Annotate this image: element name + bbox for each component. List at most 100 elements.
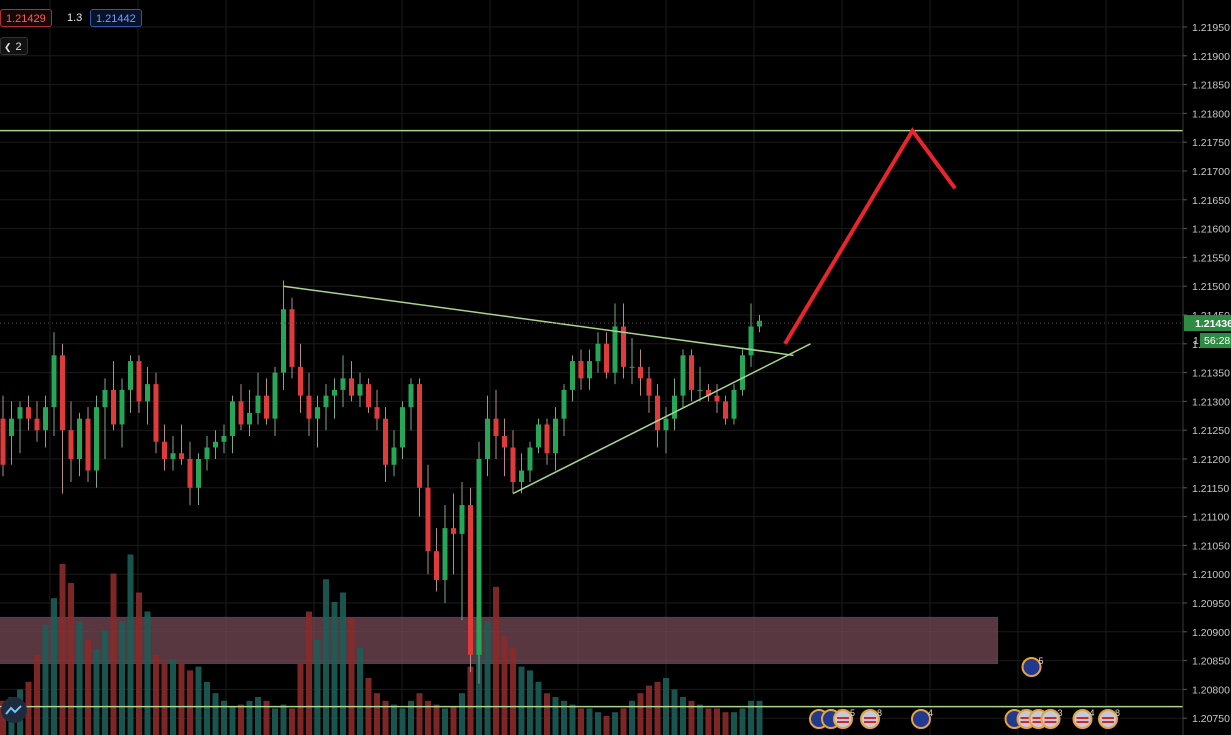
economic-events[interactable]: 675845413485 [809, 656, 1120, 729]
axis-tick-label: 1.21550 [1192, 252, 1230, 264]
volume-bar [688, 700, 695, 735]
candle-body [706, 389, 711, 396]
candle-body [340, 378, 346, 390]
event-circle [911, 709, 931, 729]
axis-tick-label: 1.21700 [1192, 166, 1230, 178]
candle-body [476, 459, 482, 655]
candle-body [17, 407, 23, 419]
volume-bar [68, 583, 74, 735]
candle-body [425, 487, 431, 552]
volume-bar [561, 700, 567, 735]
ask-price[interactable]: 1.21442 [90, 9, 142, 27]
countdown-tag [1200, 333, 1231, 349]
partial-price-label: 1 [1193, 335, 1199, 347]
volume-bar [476, 640, 482, 735]
volume-bar [510, 647, 516, 735]
volume-bar [416, 693, 423, 735]
candle-body [493, 418, 499, 436]
flag-stripe [837, 717, 849, 719]
candle-body [43, 407, 48, 431]
candle-body [638, 366, 643, 379]
candle-body [170, 453, 176, 459]
candle-body [179, 453, 184, 459]
volume-bar [391, 704, 397, 735]
indicator-count: 2 [15, 41, 22, 53]
axis-tick-label: 1.20900 [1192, 627, 1230, 639]
price-axis[interactable]: 1.20750 1.20800 1.20850 1.20900 1.20950 1.210… [1182, 0, 1231, 735]
tradingview-logo-icon[interactable] [1, 697, 27, 723]
volume-bar [289, 708, 295, 735]
volume-bar [144, 611, 151, 735]
candle-body [136, 361, 142, 402]
candle-body [383, 418, 388, 465]
bid-price[interactable]: 1.21429 [0, 9, 52, 27]
candle-body [230, 401, 235, 436]
candle-body [502, 435, 507, 448]
forecast-path[interactable] [783, 127, 957, 345]
volume-bar [136, 592, 142, 735]
candle-body [408, 384, 414, 408]
volume-bar [705, 708, 712, 735]
volume-bar [629, 700, 635, 735]
volume-bar [433, 704, 440, 735]
axis-tick-label: 1.20750 [1192, 713, 1230, 725]
volume-bar [238, 704, 244, 735]
us-flag-icon: 8 [1098, 708, 1120, 729]
event-count: 4 [1090, 708, 1095, 718]
volume-bar [348, 617, 355, 735]
volume-bar [102, 630, 108, 735]
candle-body [604, 343, 609, 373]
volume-bar [340, 592, 346, 735]
event-count: 8 [877, 708, 882, 718]
candle-body [714, 395, 720, 402]
candle-body [349, 378, 354, 396]
candle-body [757, 320, 762, 327]
candle-body [145, 384, 150, 402]
volume-bar [374, 693, 380, 735]
volume-bar [714, 708, 720, 735]
candle-body [748, 326, 754, 356]
candle-body [187, 459, 193, 488]
candle-body [264, 395, 269, 419]
axis-tick-label: 1.21250 [1192, 425, 1230, 437]
axis-tick-label: 1.21800 [1192, 108, 1230, 120]
flag-stripe [864, 721, 876, 723]
candle-body [60, 355, 65, 431]
candle-body [213, 441, 218, 448]
axis-tick-label: 1.21350 [1192, 368, 1230, 380]
volume-bar [527, 670, 533, 735]
candle-body [595, 343, 601, 362]
candle-body [485, 418, 490, 459]
candlestick-series [0, 280, 762, 684]
candle-body [26, 407, 31, 419]
volume-bar [697, 704, 703, 735]
flag-stripe [1102, 717, 1114, 719]
volume-bar [272, 708, 278, 735]
trend-line [283, 285, 794, 357]
volume-bar [212, 693, 219, 735]
indicator-toggle[interactable]: ❮ 2 [0, 37, 28, 55]
eu-flag-icon: 4 [911, 708, 933, 729]
flag-stripe [1076, 717, 1089, 719]
volume-bar [153, 655, 159, 735]
volume-bar [187, 670, 193, 735]
flag-stripe [864, 717, 876, 719]
volume-bar [331, 602, 338, 735]
candle-body [621, 326, 626, 367]
volume-bar [484, 621, 491, 735]
candle-body [553, 418, 558, 454]
chevron-down-icon: ❮ [4, 42, 12, 52]
candle-body [468, 505, 473, 655]
volume-bar [323, 579, 329, 735]
candle-body [434, 551, 439, 580]
candle-body [663, 418, 669, 431]
volume-bar [459, 693, 465, 735]
volume-bar [382, 700, 389, 735]
volume-bar [408, 700, 414, 735]
candle-body [587, 361, 592, 379]
candle-body [510, 447, 516, 483]
candle-body [629, 366, 635, 368]
drawn-lines[interactable] [0, 129, 1183, 708]
candle-body [366, 384, 371, 408]
